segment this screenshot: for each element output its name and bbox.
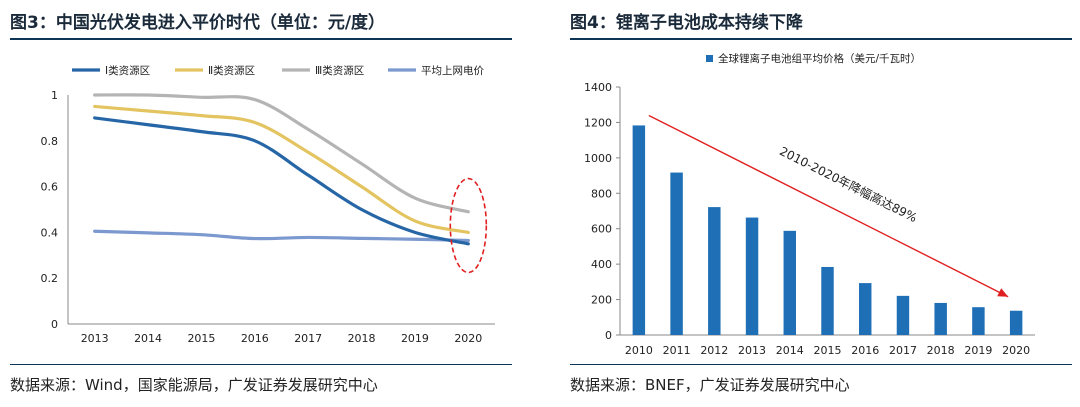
figure-4-title: 图4：锂离子电池成本持续下降 (570, 13, 803, 33)
x-tick-label: 2015 (814, 344, 842, 357)
trend-arrow-line (648, 114, 1009, 298)
trend-arrow-head (997, 288, 1009, 297)
bar (821, 266, 834, 335)
y-tick-label: 1000 (584, 152, 612, 165)
x-tick-label: 2020 (1002, 344, 1030, 357)
y-tick-label: 0.4 (41, 226, 59, 239)
y-tick-label: 800 (591, 187, 612, 200)
y-tick-label: 0.8 (41, 135, 59, 148)
y-tick-label: 0.2 (41, 272, 59, 285)
x-tick-label: 2017 (889, 344, 917, 357)
figure-4-panel: 图4：锂离子电池成本持续下降 全球锂离子电池组平均价格（美元/千瓦时） 0 200 4… (560, 0, 1080, 407)
figure-4-top-rule (570, 38, 1072, 40)
figure-3-panel: 图3：中国光伏发电进入平价时代（单位：元/度） 0 0.2 0.4 0.6 0.8 1 20… (0, 0, 520, 407)
series-line-2 (93, 104, 470, 234)
series-line-4 (93, 229, 470, 243)
legend-label-3: Ⅲ类资源区 (315, 64, 364, 77)
x-tick-label: 2014 (776, 344, 804, 357)
figure-3-bottom-rule (10, 364, 512, 365)
bar (632, 125, 646, 335)
y-tick-label: 0.6 (41, 181, 59, 194)
x-tick-label: 2013 (738, 344, 766, 357)
series-line-3 (93, 93, 470, 214)
x-tick-label: 2019 (964, 344, 992, 357)
bar (1009, 310, 1023, 335)
figure-4-bottom-rule (570, 364, 1072, 365)
x-tick-label: 2016 (241, 332, 269, 345)
bar (745, 217, 759, 335)
y-tick-label: 1400 (584, 81, 612, 94)
figure-3-top-rule (10, 38, 512, 40)
figure-3-title: 图3：中国光伏发电进入平价时代（单位：元/度） (10, 13, 386, 33)
x-tick-label: 2020 (454, 332, 482, 345)
series-line-1 (93, 116, 470, 246)
highlight-ellipse (449, 177, 488, 274)
bar (670, 172, 683, 335)
x-tick-label: 2018 (927, 344, 955, 357)
bar (934, 302, 947, 335)
y-tick-label: 0 (51, 318, 58, 331)
bar-chart: 全球锂离子电池组平均价格（美元/千瓦时） 0 200 400 600 800 1000 120… (584, 52, 1035, 357)
bar (859, 283, 872, 335)
bar (783, 230, 796, 335)
legend-swatch (706, 55, 713, 62)
x-tick-label: 2012 (700, 344, 728, 357)
line-chart: 0 0.2 0.4 0.6 0.8 1 2013 2014 2015 2016 2017 2018 20… (41, 64, 495, 345)
legend-label-1: Ⅰ类资源区 (105, 64, 150, 77)
legend-label-2: Ⅱ类资源区 (208, 64, 255, 77)
x-tick-label: 2014 (134, 332, 162, 345)
legend-label: 全球锂离子电池组平均价格（美元/千瓦时） (718, 52, 921, 65)
y-tick-label: 0 (605, 329, 612, 342)
bar (896, 295, 910, 335)
y-tick-label: 400 (591, 258, 612, 271)
figure-4-source: 数据来源：BNEF，广发证券发展研究中心 (570, 376, 850, 394)
bar (972, 307, 985, 335)
x-tick-label: 2010 (625, 344, 653, 357)
x-tick-label: 2015 (187, 332, 215, 345)
y-tick-label: 600 (591, 223, 612, 236)
bar (708, 207, 721, 335)
legend-label-4: 平均上网电价 (421, 64, 484, 77)
x-tick-label: 2013 (81, 332, 109, 345)
x-tick-label: 2011 (663, 344, 691, 357)
y-tick-label: 1200 (584, 116, 612, 129)
x-tick-label: 2019 (401, 332, 429, 345)
trend-annotation: 2010-2020年降幅高达89% (777, 143, 920, 225)
y-tick-label: 200 (591, 294, 612, 307)
x-tick-label: 2018 (348, 332, 376, 345)
y-tick-label: 1 (51, 89, 58, 102)
figure-3-source: 数据来源：Wind，国家能源局，广发证券发展研究中心 (10, 376, 378, 394)
x-tick-label: 2016 (851, 344, 879, 357)
x-tick-label: 2017 (294, 332, 322, 345)
